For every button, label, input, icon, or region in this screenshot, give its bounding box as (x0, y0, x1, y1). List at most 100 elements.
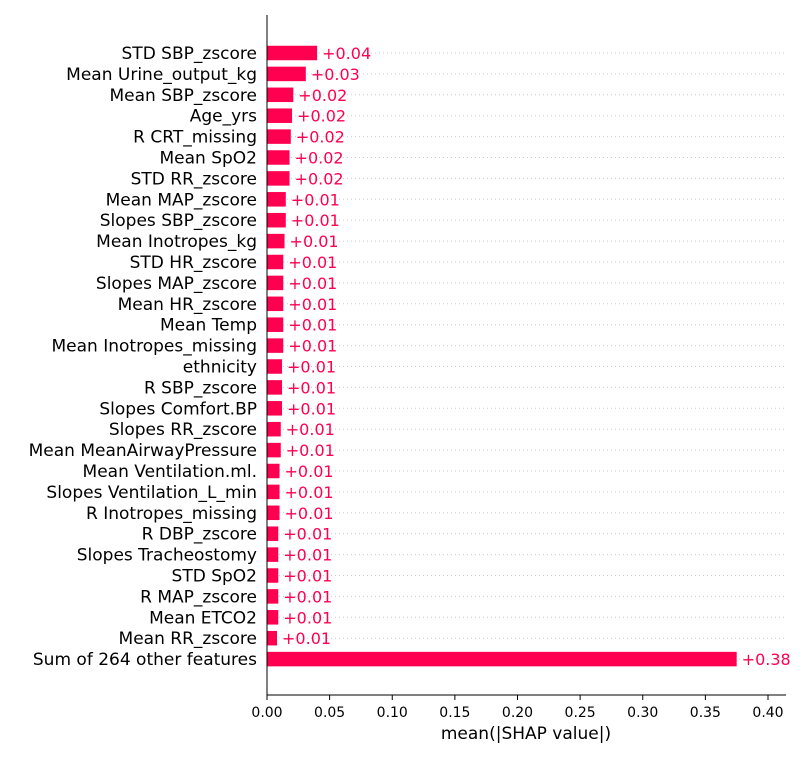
x-tick-label: 0.10 (377, 705, 408, 721)
value-label: +0.01 (290, 232, 339, 251)
category-label: R DBP_zscore (142, 525, 257, 545)
category-label: STD SBP_zscore (122, 44, 257, 64)
x-tick-label: 0.00 (251, 705, 282, 721)
x-tick-label: 0.20 (502, 705, 533, 721)
bar (267, 401, 283, 416)
category-label: Mean MeanAirwayPressure (29, 441, 257, 461)
bar (267, 233, 285, 249)
category-label: Mean Urine_output_kg (66, 65, 257, 85)
bar (267, 359, 283, 374)
value-label: +0.01 (288, 337, 337, 356)
value-label: +0.03 (311, 65, 360, 84)
value-label: +0.01 (287, 358, 336, 377)
category-label: Slopes RR_zscore (109, 420, 257, 440)
value-label: +0.01 (291, 190, 340, 209)
category-label: Mean SpO2 (159, 149, 257, 169)
bar (267, 380, 283, 395)
value-label: +0.01 (283, 608, 332, 627)
bar (267, 275, 284, 291)
category-label: Mean SBP_zscore (109, 86, 257, 106)
x-tick-label: 0.30 (627, 705, 658, 721)
value-label: +0.04 (322, 44, 371, 63)
bar (267, 66, 306, 82)
x-tick-label: 0.35 (690, 705, 721, 721)
value-label: +0.01 (288, 274, 337, 293)
category-label: Slopes SBP_zscore (100, 211, 257, 231)
category-label: Slopes Tracheostomy (77, 546, 257, 566)
bar (267, 212, 286, 228)
value-label: +0.01 (285, 462, 334, 481)
bar (267, 484, 280, 500)
value-label: +0.01 (288, 253, 337, 272)
bar (267, 589, 279, 604)
value-label: +0.01 (287, 378, 336, 397)
x-tick-label: 0.15 (439, 705, 470, 721)
value-label: +0.01 (285, 504, 334, 523)
value-label: +0.02 (295, 169, 344, 188)
category-label: Mean RR_zscore (119, 629, 257, 649)
category-label: R MAP_zscore (140, 587, 257, 607)
bar (267, 505, 280, 521)
bar (267, 463, 280, 479)
bar (267, 296, 284, 312)
value-labels: +0.04+0.03+0.02+0.02+0.02+0.02+0.02+0.01… (282, 44, 791, 669)
bars (267, 45, 737, 667)
category-label: Mean ETCO2 (149, 608, 257, 628)
bar (267, 610, 279, 625)
bar (267, 192, 286, 207)
x-tick-label: 0.05 (314, 705, 345, 721)
bar (267, 651, 737, 667)
category-label: Mean MAP_zscore (106, 190, 257, 210)
value-label: +0.01 (283, 525, 332, 544)
category-label: STD SpO2 (172, 567, 257, 587)
category-label: R CRT_missing (133, 128, 257, 148)
x-tick-label: 0.25 (565, 705, 596, 721)
category-label: ethnicity (183, 358, 257, 378)
category-label: Sum of 264 other features (33, 650, 257, 670)
value-label: +0.01 (285, 483, 334, 502)
bar (267, 547, 279, 562)
category-label: Mean Ventilation.ml. (83, 462, 257, 482)
value-label: +0.01 (283, 546, 332, 565)
value-label: +0.01 (288, 316, 337, 335)
bar (267, 630, 278, 646)
category-label: STD RR_zscore (131, 169, 257, 189)
bar (267, 568, 279, 583)
axes (266, 15, 786, 696)
category-label: Mean Inotropes_kg (96, 232, 257, 252)
value-label: +0.01 (282, 629, 331, 648)
category-label: Mean Inotropes_missing (52, 337, 258, 357)
bar (267, 87, 294, 103)
x-ticks: 0.00 0.05 0.10 0.15 0.20 0.25 0.30 0.35 0.40 (251, 695, 784, 721)
bar (267, 526, 279, 541)
category-label: Slopes MAP_zscore (96, 274, 257, 294)
bar (267, 442, 281, 458)
value-label: +0.01 (283, 567, 332, 586)
value-label: +0.01 (283, 587, 332, 606)
value-label: +0.01 (286, 441, 335, 460)
x-tick-label: 0.40 (752, 705, 783, 721)
category-label: R Inotropes_missing (86, 504, 257, 524)
bar (267, 317, 284, 332)
category-label: Mean HR_zscore (118, 295, 257, 315)
bar (267, 338, 284, 353)
category-label: R SBP_zscore (144, 378, 257, 398)
bar (267, 108, 293, 123)
value-label: +0.02 (297, 107, 346, 126)
value-label: +0.38 (742, 650, 791, 669)
bar (267, 421, 281, 437)
category-label: Age_yrs (190, 107, 257, 127)
category-label: STD HR_zscore (130, 253, 257, 273)
category-label: Mean Temp (160, 316, 257, 336)
value-label: +0.01 (287, 399, 336, 418)
bar (267, 129, 291, 144)
value-label: +0.02 (298, 86, 347, 105)
grid-lines (267, 52, 786, 660)
value-label: +0.01 (288, 295, 337, 314)
value-label: +0.01 (286, 420, 335, 439)
bar (267, 171, 290, 186)
value-label: +0.02 (295, 149, 344, 168)
category-label: Slopes Comfort.BP (99, 399, 257, 419)
